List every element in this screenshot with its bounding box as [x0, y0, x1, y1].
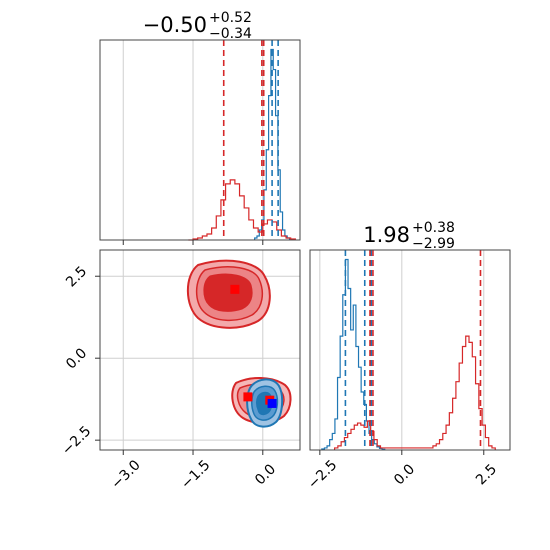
bottom-right-histograms — [321, 258, 496, 450]
histogram-series-0 — [254, 48, 291, 240]
top-left-ticks — [122, 240, 264, 245]
top-left-title-minus: −0.34 — [209, 26, 252, 42]
x-tick-label: 2.5 — [473, 461, 500, 488]
bottom-left-y-ticks: −2.5 0.0 2.5 — [59, 263, 100, 459]
y-tick-label: 0.0 — [63, 345, 90, 372]
bottom-right-title-minus: −2.99 — [412, 236, 455, 252]
bottom-right-frame — [309, 249, 511, 451]
histogram-series-0 — [321, 258, 386, 450]
blue-contours — [246, 378, 284, 428]
red-upper-contour-inner — [203, 273, 253, 312]
bottom-left-frame — [99, 249, 301, 451]
bottom-right-title-plus: +0.38 — [412, 220, 455, 236]
best-fit-markers — [230, 284, 277, 408]
y-tick-label: −2.5 — [59, 423, 94, 458]
top-left-frame — [99, 39, 301, 241]
top-left-grid — [122, 40, 264, 240]
marker-square — [230, 284, 240, 294]
red-upper-contours — [186, 259, 271, 329]
panel-bottom-left: −3.0 −1.5 0.0 −2.5 0.0 2.5 — [59, 249, 301, 493]
top-left-title-plus: +0.52 — [209, 10, 252, 26]
marker-square — [243, 392, 253, 402]
bottom-right-title-value: 1.98 — [363, 223, 410, 247]
x-tick-label: 0.0 — [252, 461, 279, 488]
top-left-histograms — [188, 48, 296, 241]
x-tick-label: −2.5 — [305, 457, 340, 492]
top-left-title-value: −0.50 — [143, 13, 207, 37]
top-left-quantile-lines — [222, 40, 279, 240]
histogram-series-1 — [333, 335, 496, 450]
bottom-right-quantile-lines — [344, 250, 482, 450]
x-tick-label: −1.5 — [178, 457, 213, 492]
panel-bottom-right: −2.5 0.0 2.5 1.98 +0.38 −2.99 — [305, 220, 511, 493]
x-tick-label: −3.0 — [108, 457, 143, 492]
panel-top-left: −0.50 +0.52 −0.34 — [99, 10, 301, 245]
bottom-right-grid — [319, 250, 485, 450]
bottom-right-ticks: −2.5 0.0 2.5 — [305, 450, 500, 493]
x-tick-label: 0.0 — [391, 461, 418, 488]
bottom-left-x-ticks: −3.0 −1.5 0.0 — [108, 450, 279, 493]
histogram-series-1 — [188, 179, 296, 241]
marker-square — [267, 398, 277, 408]
y-tick-label: 2.5 — [63, 263, 90, 290]
